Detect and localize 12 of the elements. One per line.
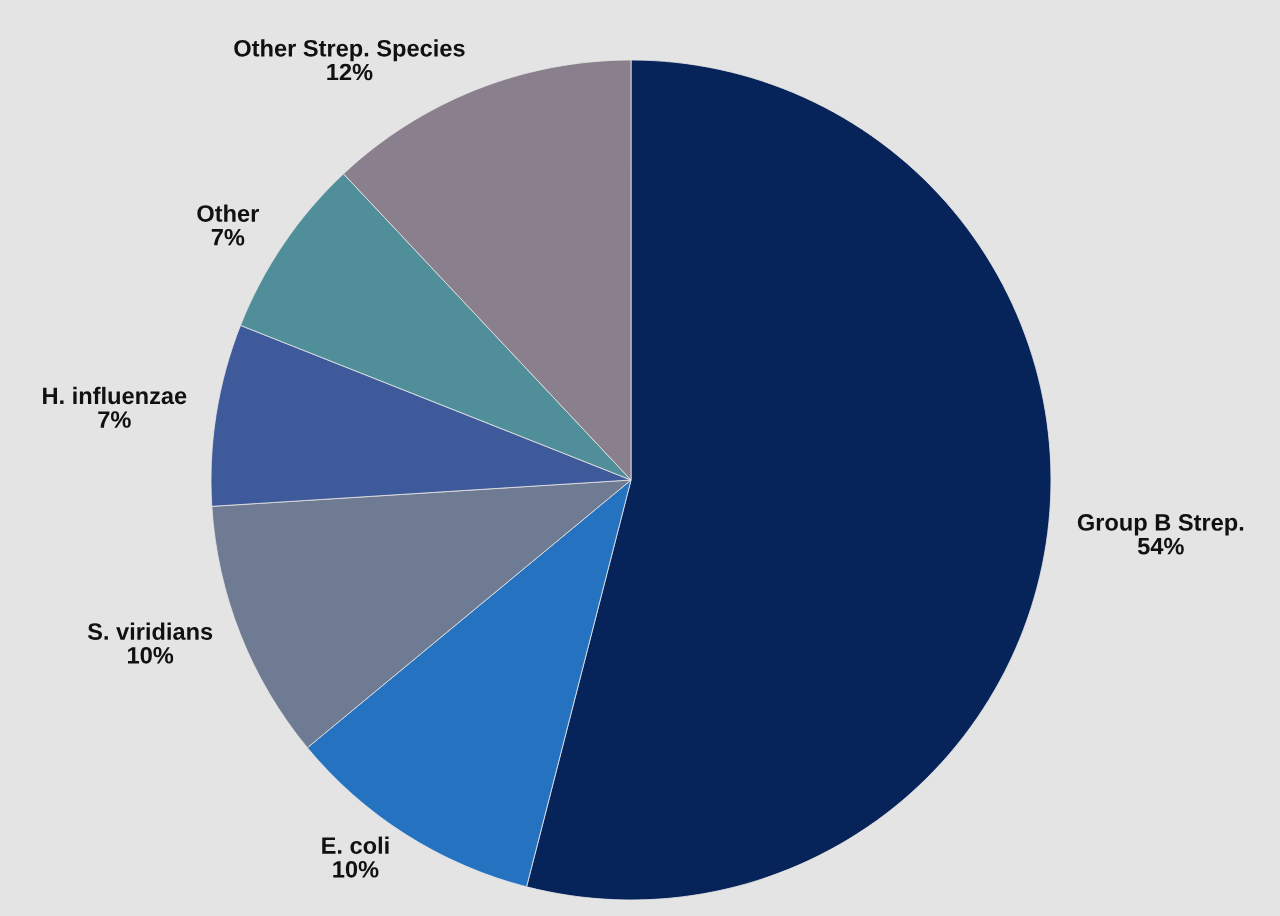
data-label: 7%: [211, 228, 245, 246]
data-label: 54%: [1137, 537, 1184, 555]
slice-label: Other Strep. Species: [234, 39, 465, 62]
slice-label: E. coli: [322, 836, 389, 854]
data-label: 10%: [333, 860, 379, 878]
slice-label: Group B Strep.: [1077, 514, 1244, 536]
slice-label: Other: [197, 204, 259, 222]
data-label: 7%: [98, 411, 131, 428]
slice-label: H. influenzae: [43, 386, 187, 405]
data-label: 12%: [327, 63, 373, 81]
slice-label: S. viridians: [87, 622, 213, 640]
data-label: 10%: [128, 646, 174, 664]
